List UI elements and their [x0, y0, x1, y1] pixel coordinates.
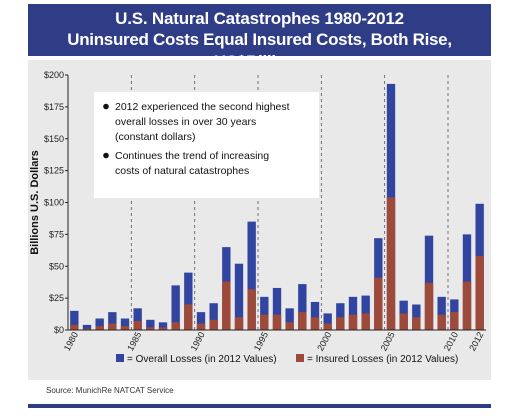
- bar-overall-1989: [184, 272, 193, 330]
- bar-overall-1994: [247, 221, 256, 330]
- bar-insured-1983: [108, 323, 117, 330]
- bar-overall-1995: [260, 296, 269, 330]
- y-tick-label: $50: [49, 261, 64, 271]
- bar-insured-2007: [412, 317, 421, 330]
- bar-insured-1993: [234, 317, 244, 330]
- source-note: Source: MunichRe NATCAT Service: [46, 386, 174, 395]
- bar-overall-1987: [158, 322, 168, 330]
- legend-overall-swatch: [116, 354, 124, 362]
- bullet-icon: [103, 152, 109, 159]
- bar-insured-2011: [462, 281, 472, 330]
- y-tick-label: $25: [49, 293, 64, 303]
- bar-insured-2002: [348, 314, 358, 330]
- bar-insured-2010: [450, 312, 459, 330]
- bar-insured-1999: [310, 317, 320, 330]
- x-tick-label: 1980: [62, 330, 80, 352]
- legend-overall-label: = Overall Losses (in 2012 Values): [127, 354, 277, 365]
- bar-insured-1986: [146, 327, 155, 330]
- y-tick-label: $150: [44, 134, 64, 144]
- bar-insured-1991: [209, 319, 218, 330]
- bar-overall-1991: [209, 303, 218, 330]
- bar-insured-1990: [196, 323, 206, 330]
- bar-insured-2001: [336, 317, 345, 330]
- bar-overall-1986: [146, 319, 155, 330]
- legend-insured-swatch: [296, 354, 304, 362]
- bar-overall-2001: [336, 303, 345, 330]
- bar-insured-2003: [361, 313, 370, 330]
- annotation-box: 2012 experienced the second highest overa…: [94, 92, 319, 198]
- bullet-icon: [103, 103, 109, 110]
- y-tick-label: $75: [49, 229, 64, 239]
- bar-insured-1982: [95, 326, 104, 330]
- bar-insured-1987: [158, 327, 168, 330]
- x-tick-label: 1985: [125, 330, 143, 352]
- bar-overall-1997: [285, 308, 294, 330]
- y-tick-label: $200: [44, 70, 64, 80]
- bar-insured-1997: [285, 322, 294, 330]
- bar-overall-1996: [272, 287, 282, 330]
- bar-insured-2005: [386, 197, 396, 330]
- bar-insured-2000: [323, 323, 332, 330]
- bar-insured-2012: [475, 256, 484, 330]
- bar-insured-1995: [260, 314, 269, 330]
- bar-overall-2009: [437, 296, 446, 330]
- bar-overall-2000: [323, 313, 332, 330]
- chart-title-band: U.S. Natural Catastrophes 1980-2012 Unin…: [28, 4, 491, 71]
- bar-overall-1984: [120, 318, 130, 330]
- bar-insured-1996: [272, 314, 282, 330]
- chart-bars: [70, 83, 484, 330]
- x-tick-label: 2012: [467, 330, 485, 352]
- y-tick-label: $0: [54, 325, 64, 335]
- bar-insured-1988: [171, 322, 180, 330]
- chart-legend: = Overall Losses (in 2012 Values) = Insur…: [116, 354, 458, 365]
- bar-overall-1999: [310, 301, 320, 330]
- legend-insured-label: = Insured Losses (in 2012 Values): [307, 354, 458, 365]
- annotation-line: costs of natural catastrophes: [115, 165, 249, 177]
- bar-overall-2003: [361, 295, 370, 330]
- x-tick-label: 1990: [189, 330, 207, 352]
- bottom-rule: [28, 404, 491, 408]
- bar-insured-1998: [298, 312, 307, 330]
- bar-overall-1982: [95, 318, 104, 330]
- bar-overall-1985: [133, 308, 142, 330]
- annotation-line: Continues the trend of increasing: [115, 150, 269, 162]
- x-tick-label: 2005: [379, 330, 397, 352]
- y-tick-label: $175: [44, 102, 64, 112]
- bar-overall-1980: [70, 310, 79, 330]
- bar-insured-1984: [120, 326, 130, 330]
- bar-insured-1980: [70, 324, 79, 330]
- bar-overall-1998: [298, 284, 307, 330]
- bar-insured-1989: [184, 304, 193, 330]
- bar-overall-1983: [108, 312, 117, 330]
- annotation-background: [94, 92, 319, 198]
- bar-insured-2009: [437, 314, 446, 330]
- bar-overall-1988: [171, 285, 180, 330]
- x-tick-label: 1995: [252, 330, 270, 352]
- bar-insured-1992: [222, 281, 231, 330]
- bar-insured-1985: [133, 321, 142, 330]
- y-tick-label: $125: [44, 166, 64, 176]
- x-tick-label: 2000: [315, 330, 333, 352]
- x-tick-label: 2010: [442, 330, 460, 352]
- bar-overall-2002: [348, 296, 358, 330]
- chart-title: U.S. Natural Catastrophes 1980-2012: [115, 9, 404, 28]
- annotation-line: overall losses in over 30 years: [115, 116, 256, 128]
- bar-overall-1981: [82, 324, 92, 330]
- bar-overall-1990: [196, 312, 206, 330]
- bar-insured-2008: [424, 282, 434, 330]
- bar-insured-2004: [374, 277, 383, 330]
- chart-panel: Billions U.S. Dollars $0 $25 $50 $75 $100 $12…: [28, 60, 491, 380]
- bar-insured-1994: [247, 289, 256, 330]
- bar-insured-1981: [82, 328, 92, 330]
- y-tick-label: $100: [44, 198, 64, 208]
- bar-insured-2006: [399, 313, 408, 330]
- y-axis-label: Billions U.S. Dollars: [29, 150, 41, 255]
- chart-svg: Billions U.S. Dollars $0 $25 $50 $75 $100 $12…: [29, 70, 486, 365]
- annotation-line: 2012 experienced the second highest: [115, 101, 290, 113]
- bar-overall-1993: [234, 263, 244, 330]
- annotation-line: (constant dollars): [115, 131, 196, 143]
